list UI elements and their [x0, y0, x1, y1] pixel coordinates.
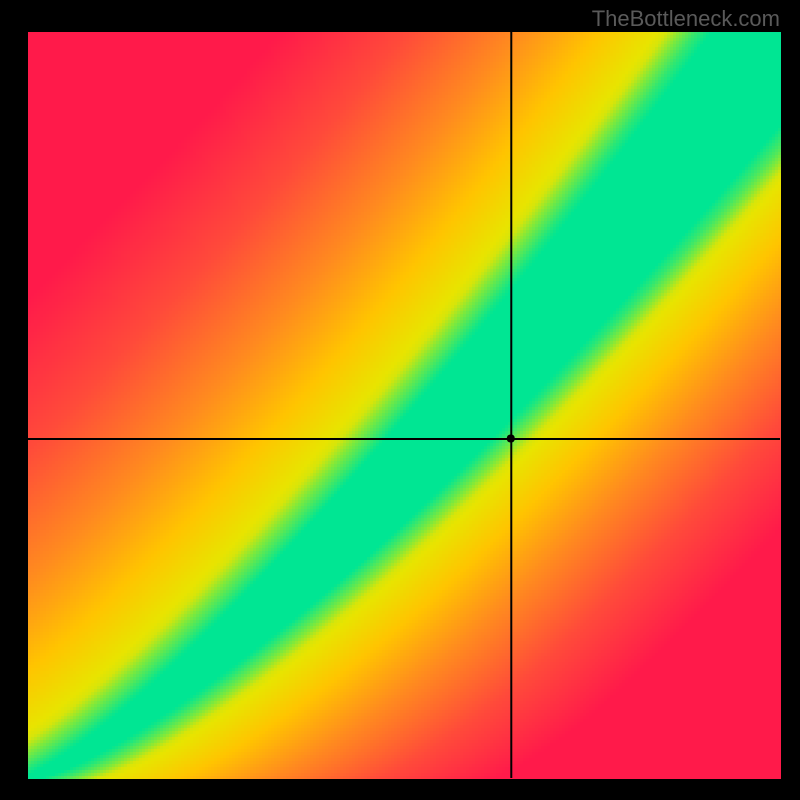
chart-container: TheBottleneck.com — [0, 0, 800, 800]
watermark-text: TheBottleneck.com — [592, 6, 780, 32]
heatmap-canvas — [0, 0, 800, 800]
